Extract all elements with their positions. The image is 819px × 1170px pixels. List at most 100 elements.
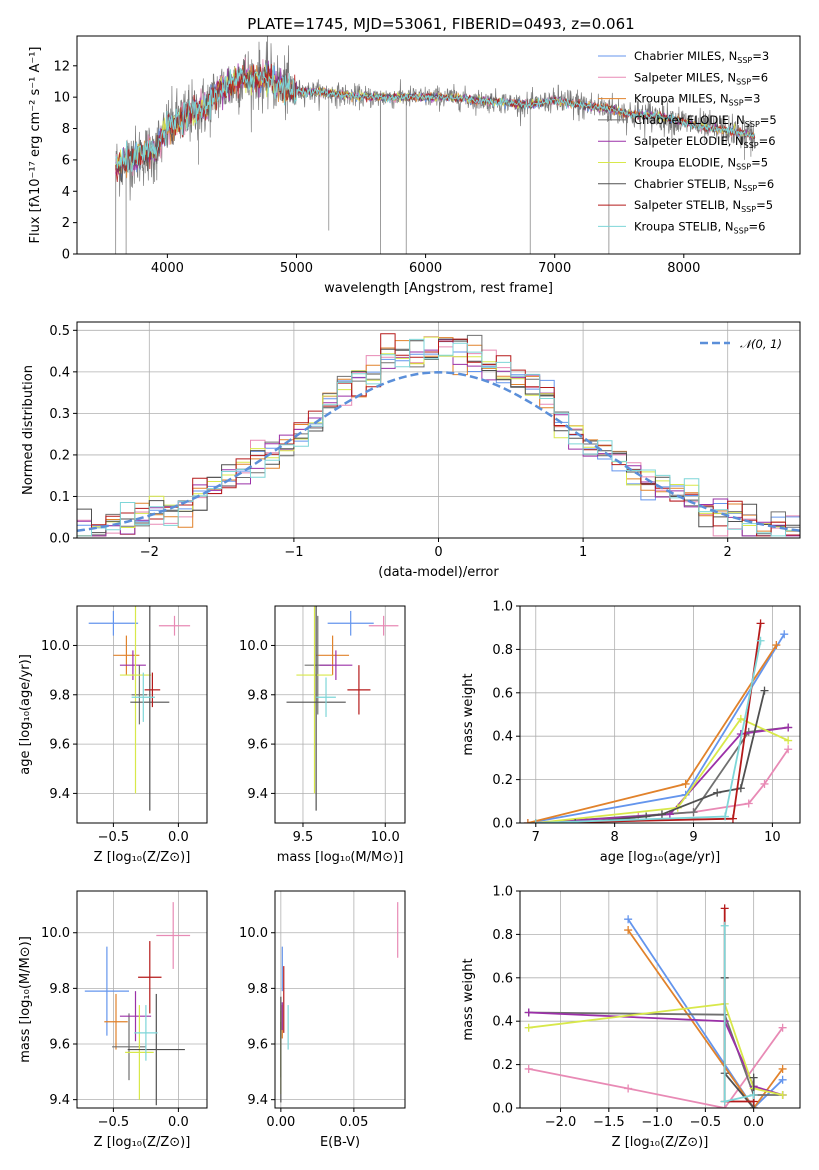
panel-age-vs-Z: −0.5 0.0 9.4 9.6 9.8 10.0 Z [log₁₀(Z/Z⊙)] age [… [18, 605, 208, 865]
y-tick-label: 9.6 [247, 1038, 268, 1053]
weight-line [528, 1027, 784, 1108]
plot-area [88, 606, 191, 811]
weight-marker [713, 788, 722, 797]
weight-line [528, 1011, 783, 1096]
y-tick-label: 12 [53, 59, 70, 74]
x-tick-label: 10.0 [371, 830, 400, 845]
y-tick-label: 10.0 [41, 639, 70, 654]
ticks: 9.5 10.0 9.4 9.6 9.8 10.0 [239, 639, 400, 845]
legend-entry: Kroupa ELODIE, NSSP=5 [634, 156, 768, 172]
x-tick-label: −1.5 [593, 1115, 625, 1130]
weight-marker [744, 799, 753, 808]
legend: 𝒩(0, 1) [700, 337, 782, 351]
y-tick-label: 0.2 [492, 773, 513, 788]
x-tick-label: 1 [579, 545, 587, 560]
x-axis-label: E(B-V) [320, 1135, 360, 1150]
gridlines [77, 891, 207, 1108]
legend-entry: Salpeter MILES, NSSP=6 [634, 70, 768, 86]
legend-entry: Chabrier ELODIE, NSSP=5 [634, 113, 777, 129]
x-axis-label: Z [log₁₀(Z/Z⊙)] [612, 1135, 709, 1150]
y-tick-label: 9.4 [247, 1093, 268, 1108]
weight-marker [772, 641, 781, 650]
weight-line [527, 748, 789, 823]
y-tick-label: 9.8 [247, 688, 268, 703]
panel-mass-vs-Z: −0.5 0.0 9.4 9.6 9.8 10.0 Z [log₁₀(Z/Z⊙)] mass … [18, 890, 208, 1150]
y-tick-label: 9.8 [49, 982, 70, 997]
legend-entry: Salpeter STELIB, NSSP=5 [634, 198, 773, 214]
y-tick-label: 9.6 [49, 738, 70, 753]
weight-marker [784, 736, 793, 745]
panel-mass-vs-ebv: 0.00 0.05 9.4 9.6 9.8 10.0 E(B-V) [239, 890, 406, 1150]
x-tick-label: −2.0 [545, 1115, 577, 1130]
x-tick-label: 10 [764, 830, 781, 845]
gridlines [77, 606, 207, 823]
x-axis-label: Z [log₁₀(Z/Z⊙)] [94, 850, 191, 865]
plot-area [84, 902, 191, 1106]
x-axis-label: mass [log₁₀(M/M⊙)] [277, 850, 404, 865]
x-tick-label: −0.5 [98, 1115, 130, 1130]
y-tick-label: 0.0 [49, 532, 70, 547]
y-axis-label: age [log₁₀(age/yr)] [18, 654, 33, 775]
y-tick-label: 9.4 [49, 1093, 70, 1108]
y-tick-label: 0.2 [49, 448, 70, 463]
weight-marker [749, 1090, 758, 1099]
y-tick-label: 0.5 [49, 324, 70, 339]
ticks: 7 8 9 10 0.0 0.2 0.4 0.6 0.8 1.0 [492, 600, 780, 846]
x-tick-label: 6000 [409, 261, 442, 276]
y-tick-label: 9.6 [49, 1038, 70, 1053]
y-tick-label: 0.6 [492, 971, 513, 986]
panel-residuals: −2 −1 0 1 2 0.0 0.1 0.2 0.3 0.4 0.5 (data-model)/er… [21, 321, 801, 580]
weight-marker [524, 1008, 533, 1017]
y-tick-label: 9.6 [247, 738, 268, 753]
y-tick-label: 0.4 [492, 730, 513, 745]
panel-age-vs-mass: 9.5 10.0 9.4 9.6 9.8 10.0 mass [log₁₀(M/M⊙)] [239, 605, 406, 865]
weight-line [535, 717, 789, 823]
x-tick-label: 0.05 [339, 1115, 368, 1130]
x-tick-label: −0.5 [98, 830, 130, 845]
x-tick-label: −1 [284, 545, 303, 560]
ticks: −0.5 0.0 9.4 9.6 9.8 10.0 [41, 926, 189, 1130]
legend-entry: Kroupa MILES, NSSP=3 [634, 92, 760, 108]
weight-marker [524, 1023, 533, 1032]
weight-marker [784, 745, 793, 754]
y-tick-label: 6 [62, 153, 70, 168]
weight-line [528, 1002, 783, 1096]
y-tick-label: 9.8 [49, 688, 70, 703]
axes-frame [76, 890, 208, 1109]
legend: Chabrier MILES, NSSP=3 Salpeter MILES, NS… [598, 49, 777, 235]
panel-weight-vs-Z: −2.0 −1.5 −1.0 −0.5 0.0 0.0 0.2 0.4 0.6 0.8 1.0 Z [… [461, 885, 801, 1150]
y-tick-label: 0.3 [49, 407, 70, 422]
x-tick-label: 9.5 [293, 830, 314, 845]
weight-marker [756, 636, 765, 645]
plot-area [77, 333, 800, 537]
y-axis-label: mass [log₁₀(M/M⊙)] [18, 936, 33, 1063]
y-tick-label: 2 [62, 216, 70, 231]
panel-spectrum: 4000 5000 6000 7000 8000 0 2 4 6 8 10 12 wavelength … [28, 35, 801, 296]
ticks: −2 −1 0 1 2 0.0 0.1 0.2 0.3 0.4 0.5 [49, 324, 732, 560]
weight-marker [720, 921, 729, 930]
weight-marker [571, 819, 580, 823]
weight-marker [689, 808, 698, 817]
legend-entry: Chabrier STELIB, NSSP=6 [634, 177, 774, 193]
weight-marker [624, 915, 633, 924]
weight-marker [778, 1075, 787, 1084]
x-tick-label: 9 [689, 830, 697, 845]
y-tick-label: 10.0 [41, 926, 70, 941]
weight-marker [778, 1064, 787, 1073]
weight-line [627, 929, 784, 1108]
x-tick-label: 0.00 [266, 1115, 295, 1130]
weight-line [528, 1011, 783, 1096]
plot-area [115, 36, 756, 254]
y-tick-label: 0.2 [492, 1058, 513, 1073]
normal-reference-curve [77, 371, 800, 532]
x-axis-label: Z [log₁₀(Z/Z⊙)] [94, 1135, 191, 1150]
y-tick-label: 0.0 [492, 1102, 513, 1117]
y-tick-label: 1.0 [492, 600, 513, 615]
weight-marker [780, 630, 789, 639]
y-tick-label: 10.0 [239, 926, 268, 941]
weight-marker [681, 779, 690, 788]
weight-marker [760, 686, 769, 695]
weight-marker [657, 810, 666, 819]
plot-area [523, 619, 793, 823]
